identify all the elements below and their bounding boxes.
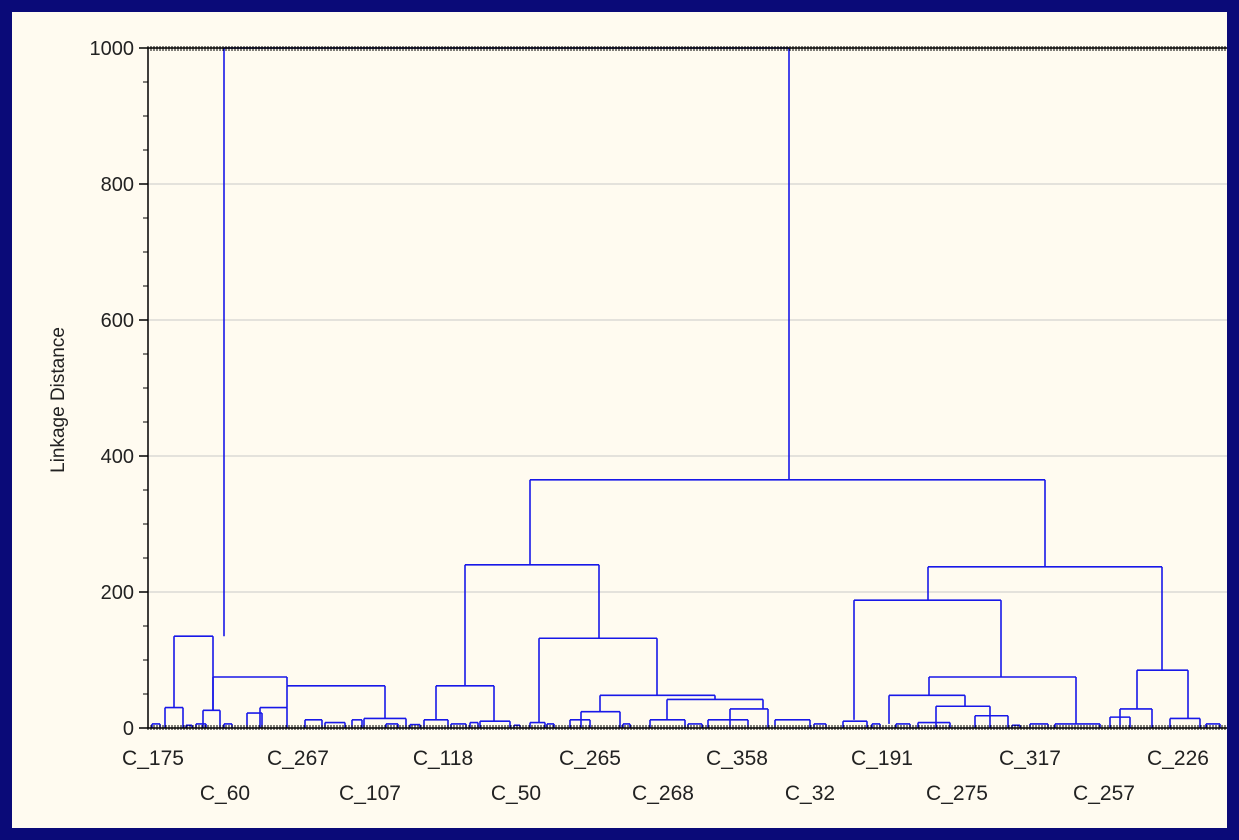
leaf-label-c-175: C_175 bbox=[122, 747, 184, 770]
chart-panel: 0 200 400 600 800 1000 C_175 C_267 C_118 C_265 C_3… bbox=[12, 12, 1227, 828]
leaf-label-c-107: C_107 bbox=[339, 782, 401, 805]
leaf-label-c-268: C_268 bbox=[632, 782, 694, 805]
y-tick-label-800: 800 bbox=[101, 174, 134, 196]
y-tick-label-400: 400 bbox=[101, 446, 134, 468]
leaf-label-c-267: C_267 bbox=[267, 747, 329, 770]
leaf-label-c-275: C_275 bbox=[926, 782, 988, 805]
y-tick-label-1000: 1000 bbox=[90, 38, 135, 60]
plot-area bbox=[148, 48, 1227, 728]
y-axis-title: Linkage Distance bbox=[48, 327, 69, 473]
leaf-label-c-265: C_265 bbox=[559, 747, 621, 770]
dendrogram-chart: 0 200 400 600 800 1000 C_175 C_267 C_118 C_265 C_3… bbox=[48, 38, 1227, 805]
leaf-label-c-60: C_60 bbox=[200, 782, 250, 805]
y-tick-label-600: 600 bbox=[101, 310, 134, 332]
leaf-label-c-317: C_317 bbox=[999, 747, 1061, 770]
leaf-label-c-118: C_118 bbox=[413, 747, 473, 770]
leaf-label-c-257: C_257 bbox=[1073, 782, 1135, 805]
leaf-label-c-50: C_50 bbox=[491, 782, 541, 805]
leaf-label-c-358: C_358 bbox=[706, 747, 768, 770]
y-tick-label-200: 200 bbox=[101, 582, 134, 604]
leaf-label-c-32: C_32 bbox=[785, 782, 835, 805]
y-tick-label-0: 0 bbox=[123, 718, 134, 740]
leaf-label-c-191: C_191 bbox=[851, 747, 913, 770]
leaf-label-c-226: C_226 bbox=[1147, 747, 1209, 770]
